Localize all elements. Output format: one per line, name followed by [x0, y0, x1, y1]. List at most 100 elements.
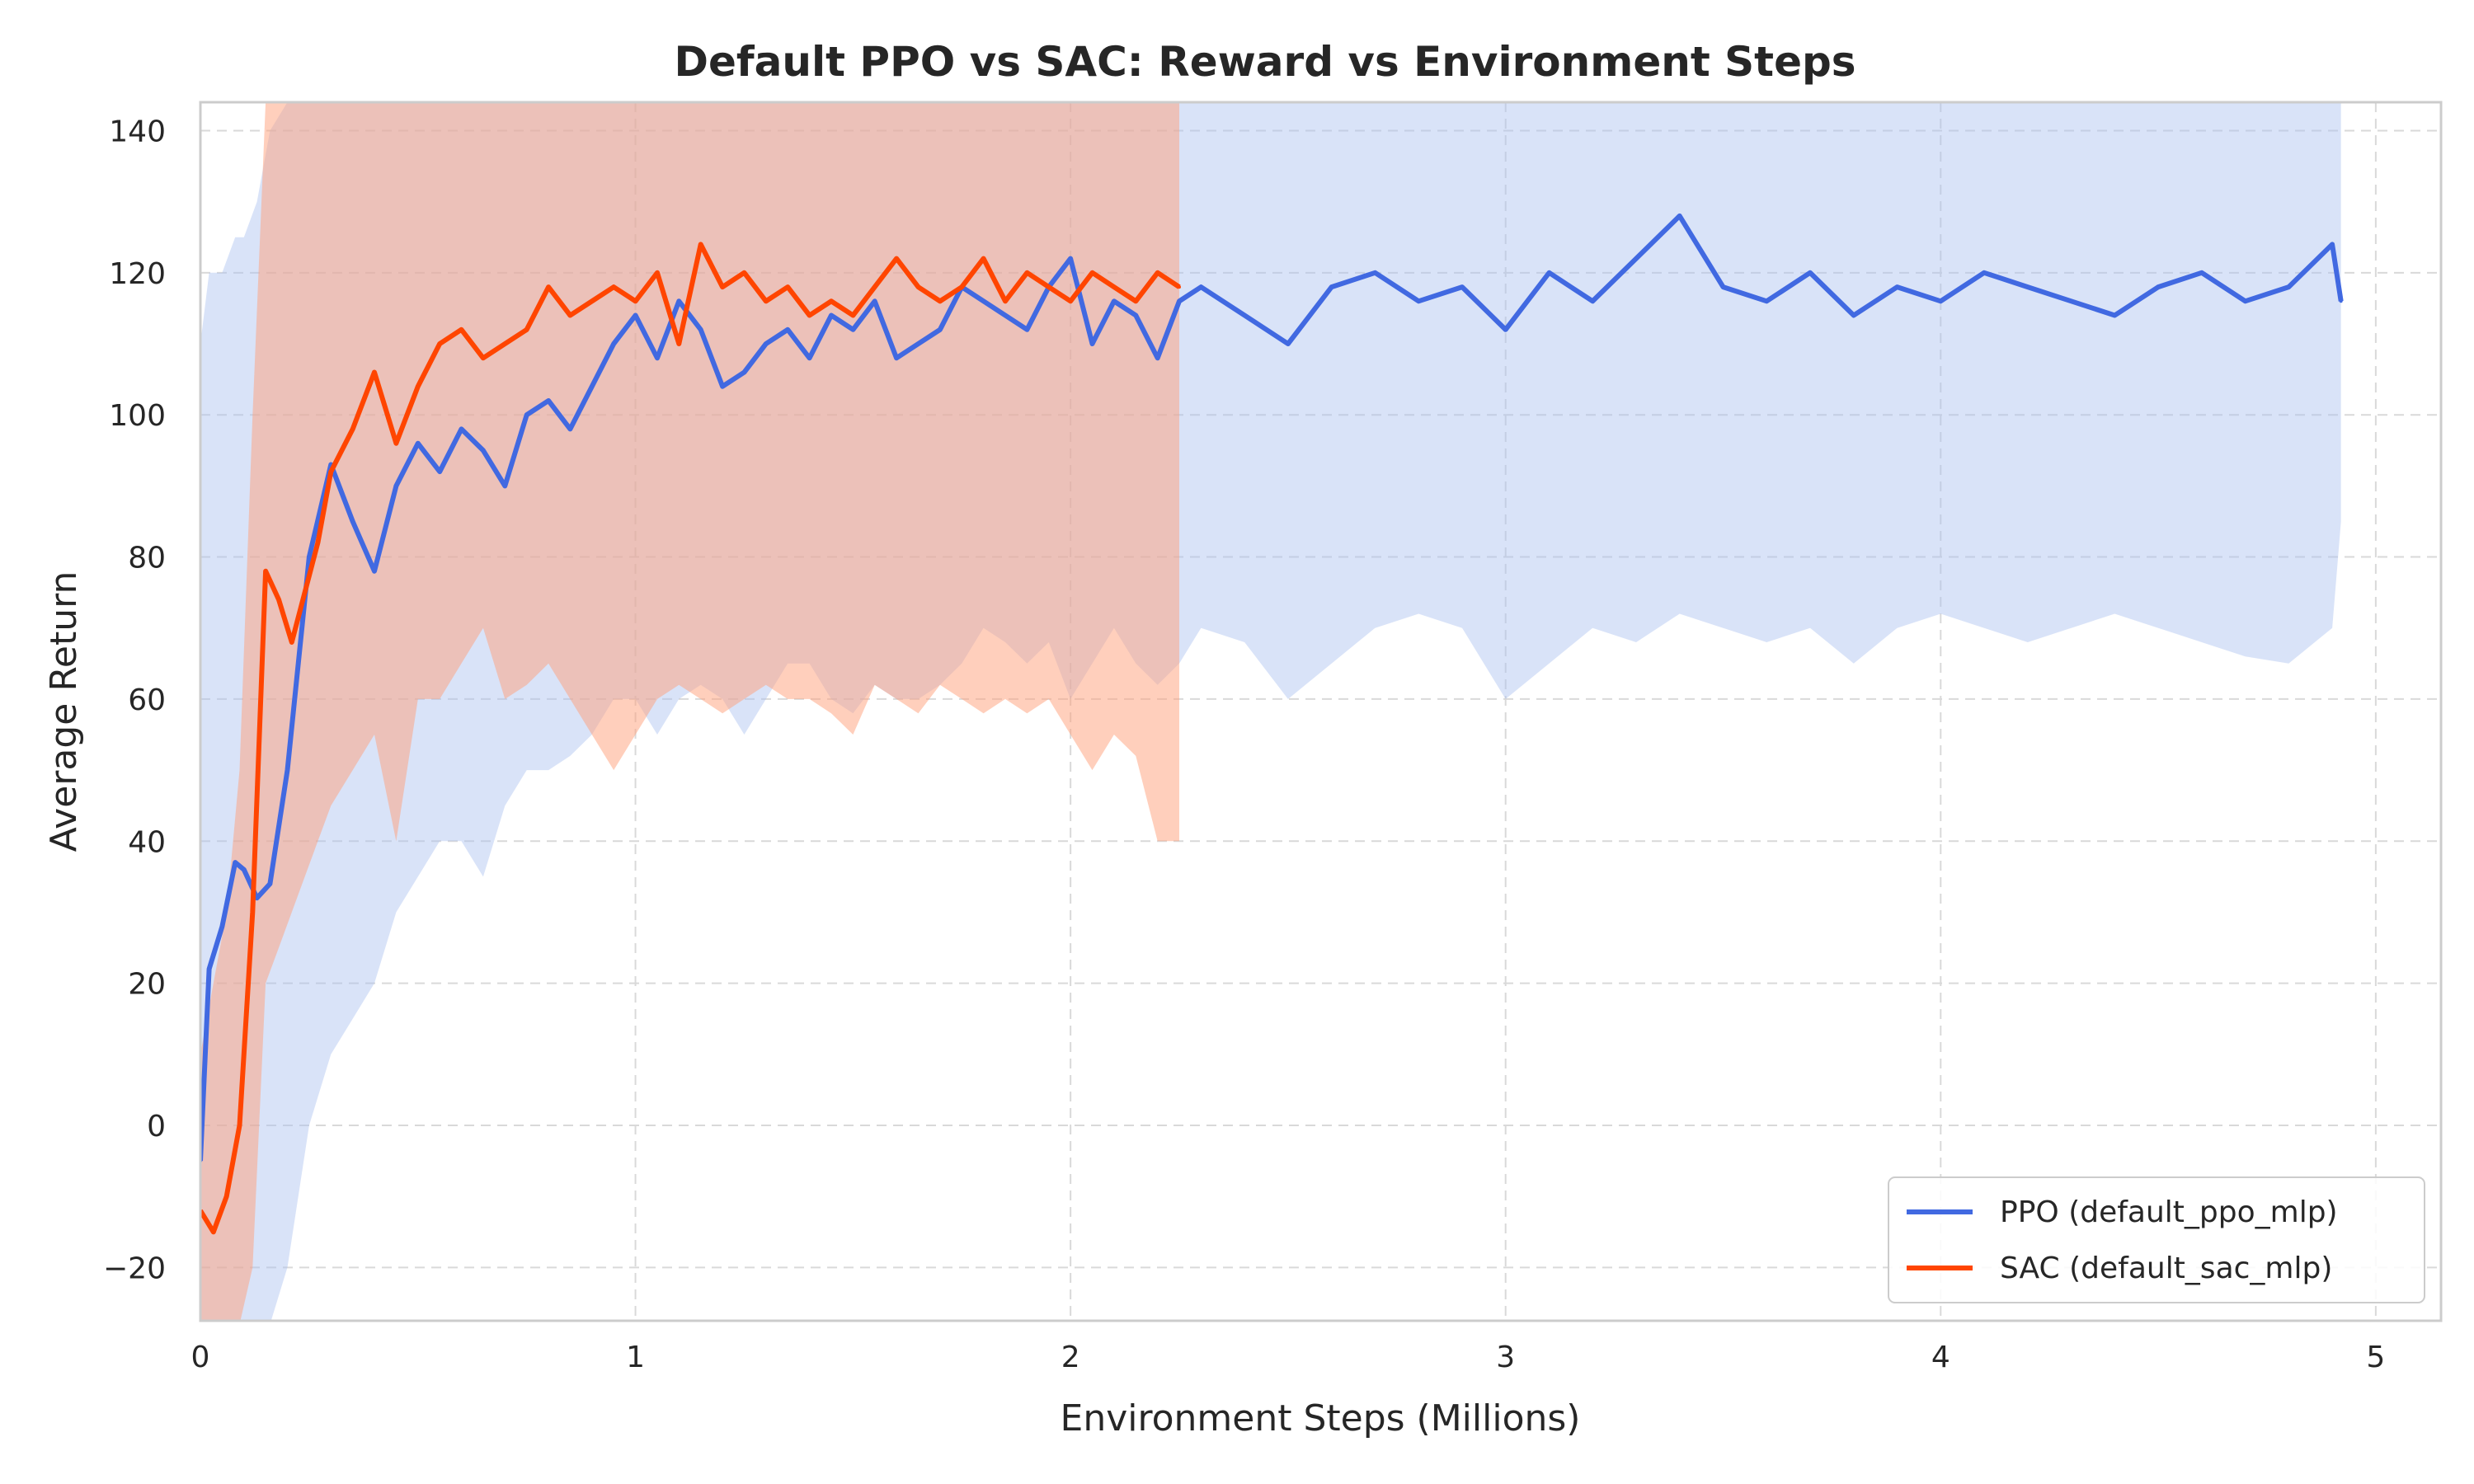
- y-tick-label-6: 100: [109, 399, 166, 433]
- legend-box: [1888, 1176, 2425, 1303]
- point-ppo-19: [547, 399, 551, 402]
- point-ppo-34: [872, 299, 877, 303]
- y-tick-label-3: 40: [128, 825, 166, 859]
- band-sac: [200, 102, 1179, 1321]
- point-ppo-68: [2025, 285, 2030, 289]
- point-sac-23: [612, 285, 616, 289]
- point-sac-33: [830, 299, 833, 303]
- point-sac-11: [350, 427, 355, 431]
- point-sac-18: [503, 342, 507, 345]
- y-tick-label-8: 140: [109, 115, 166, 148]
- y-tick-label-4: 60: [128, 683, 166, 717]
- point-sac-48: [1155, 270, 1159, 275]
- point-ppo-35: [895, 356, 899, 360]
- point-sac-28: [721, 285, 725, 289]
- point-ppo-27: [721, 384, 725, 388]
- y-axis-label: Average Return: [43, 571, 85, 852]
- point-ppo-24: [656, 356, 659, 360]
- point-ppo-53: [1373, 270, 1377, 275]
- point-ppo-73: [2243, 299, 2247, 303]
- point-ppo-46: [1134, 313, 1138, 317]
- point-ppo-67: [1982, 270, 1986, 275]
- point-sac-19: [524, 327, 529, 331]
- point-ppo-23: [633, 313, 637, 317]
- point-sac-30: [764, 299, 768, 303]
- point-ppo-29: [764, 342, 768, 345]
- point-ppo-56: [1503, 327, 1507, 331]
- point-sac-42: [1025, 270, 1029, 275]
- point-ppo-69: [2069, 299, 2073, 303]
- point-sac-7: [289, 641, 294, 644]
- point-ppo-60: [1677, 214, 1681, 218]
- plot-frame: [199, 101, 2443, 1322]
- x-tick-label-3: 3: [1496, 1341, 1515, 1374]
- point-sac-17: [481, 356, 485, 360]
- point-ppo-47: [1155, 356, 1159, 360]
- point-ppo-3: [233, 861, 238, 865]
- point-sac-25: [656, 270, 659, 275]
- point-ppo-39: [981, 299, 985, 303]
- point-ppo-31: [807, 356, 811, 360]
- point-sac-49: [1178, 285, 1181, 289]
- point-sac-20: [547, 285, 551, 289]
- y-tick-label-7: 120: [109, 257, 166, 291]
- x-tick-label-1: 1: [626, 1341, 645, 1374]
- point-sac-8: [303, 590, 307, 594]
- point-ppo-12: [394, 484, 398, 488]
- x-axis-label: Environment Steps (Millions): [1061, 1397, 1581, 1439]
- point-sac-45: [1090, 270, 1094, 275]
- point-ppo-51: [1286, 342, 1290, 345]
- point-ppo-49: [1199, 285, 1203, 289]
- point-ppo-4: [242, 867, 246, 871]
- point-ppo-36: [916, 342, 920, 345]
- point-sac-26: [677, 342, 681, 345]
- point-sac-12: [373, 370, 376, 374]
- point-sac-1: [211, 1230, 215, 1234]
- point-sac-47: [1134, 299, 1138, 303]
- point-ppo-61: [1721, 285, 1725, 289]
- point-ppo-66: [1939, 299, 1943, 303]
- point-sac-32: [807, 313, 811, 317]
- x-tick-label-0: 0: [191, 1341, 210, 1374]
- point-ppo-50: [1243, 313, 1247, 317]
- point-ppo-32: [830, 313, 833, 317]
- point-sac-31: [786, 285, 790, 289]
- point-ppo-21: [590, 384, 594, 388]
- point-ppo-13: [416, 441, 420, 445]
- point-ppo-20: [568, 427, 572, 431]
- point-sac-14: [416, 384, 420, 388]
- point-sac-29: [742, 270, 746, 275]
- point-ppo-11: [373, 569, 376, 573]
- point-sac-4: [251, 910, 255, 914]
- legend-label-sac: SAC (default_sac_mlp): [2000, 1252, 2332, 1285]
- y-axis-ticks: −20 0 20 40 60 80 100 120 140: [103, 115, 166, 1285]
- point-ppo-8: [307, 555, 311, 559]
- point-sac-6: [277, 598, 280, 602]
- x-tick-label-5: 5: [2366, 1341, 2385, 1374]
- y-tick-label-5: 80: [128, 542, 166, 575]
- point-ppo-62: [1765, 299, 1769, 303]
- point-ppo-44: [1090, 342, 1094, 345]
- point-ppo-64: [1851, 313, 1856, 317]
- point-ppo-6: [268, 882, 272, 885]
- legend: PPO (default_ppo_mlp) SAC (default_sac_m…: [1888, 1176, 2425, 1303]
- point-ppo-15: [459, 427, 463, 431]
- point-sac-2: [224, 1195, 228, 1199]
- point-ppo-55: [1460, 285, 1464, 289]
- point-ppo-16: [481, 448, 485, 453]
- point-ppo-30: [786, 327, 790, 331]
- point-ppo-18: [524, 413, 529, 417]
- point-sac-16: [459, 327, 463, 331]
- point-ppo-17: [503, 484, 507, 488]
- x-tick-label-4: 4: [1931, 1341, 1950, 1374]
- point-ppo-22: [612, 342, 616, 345]
- point-sac-3: [238, 1124, 242, 1127]
- point-ppo-10: [350, 519, 355, 524]
- y-tick-label-2: 20: [128, 968, 166, 1002]
- y-tick-label-0: −20: [103, 1252, 166, 1285]
- point-sac-24: [633, 299, 637, 303]
- point-sac-35: [872, 285, 877, 289]
- point-ppo-40: [1004, 313, 1007, 317]
- point-ppo-48: [1178, 299, 1181, 303]
- point-sac-22: [590, 299, 594, 303]
